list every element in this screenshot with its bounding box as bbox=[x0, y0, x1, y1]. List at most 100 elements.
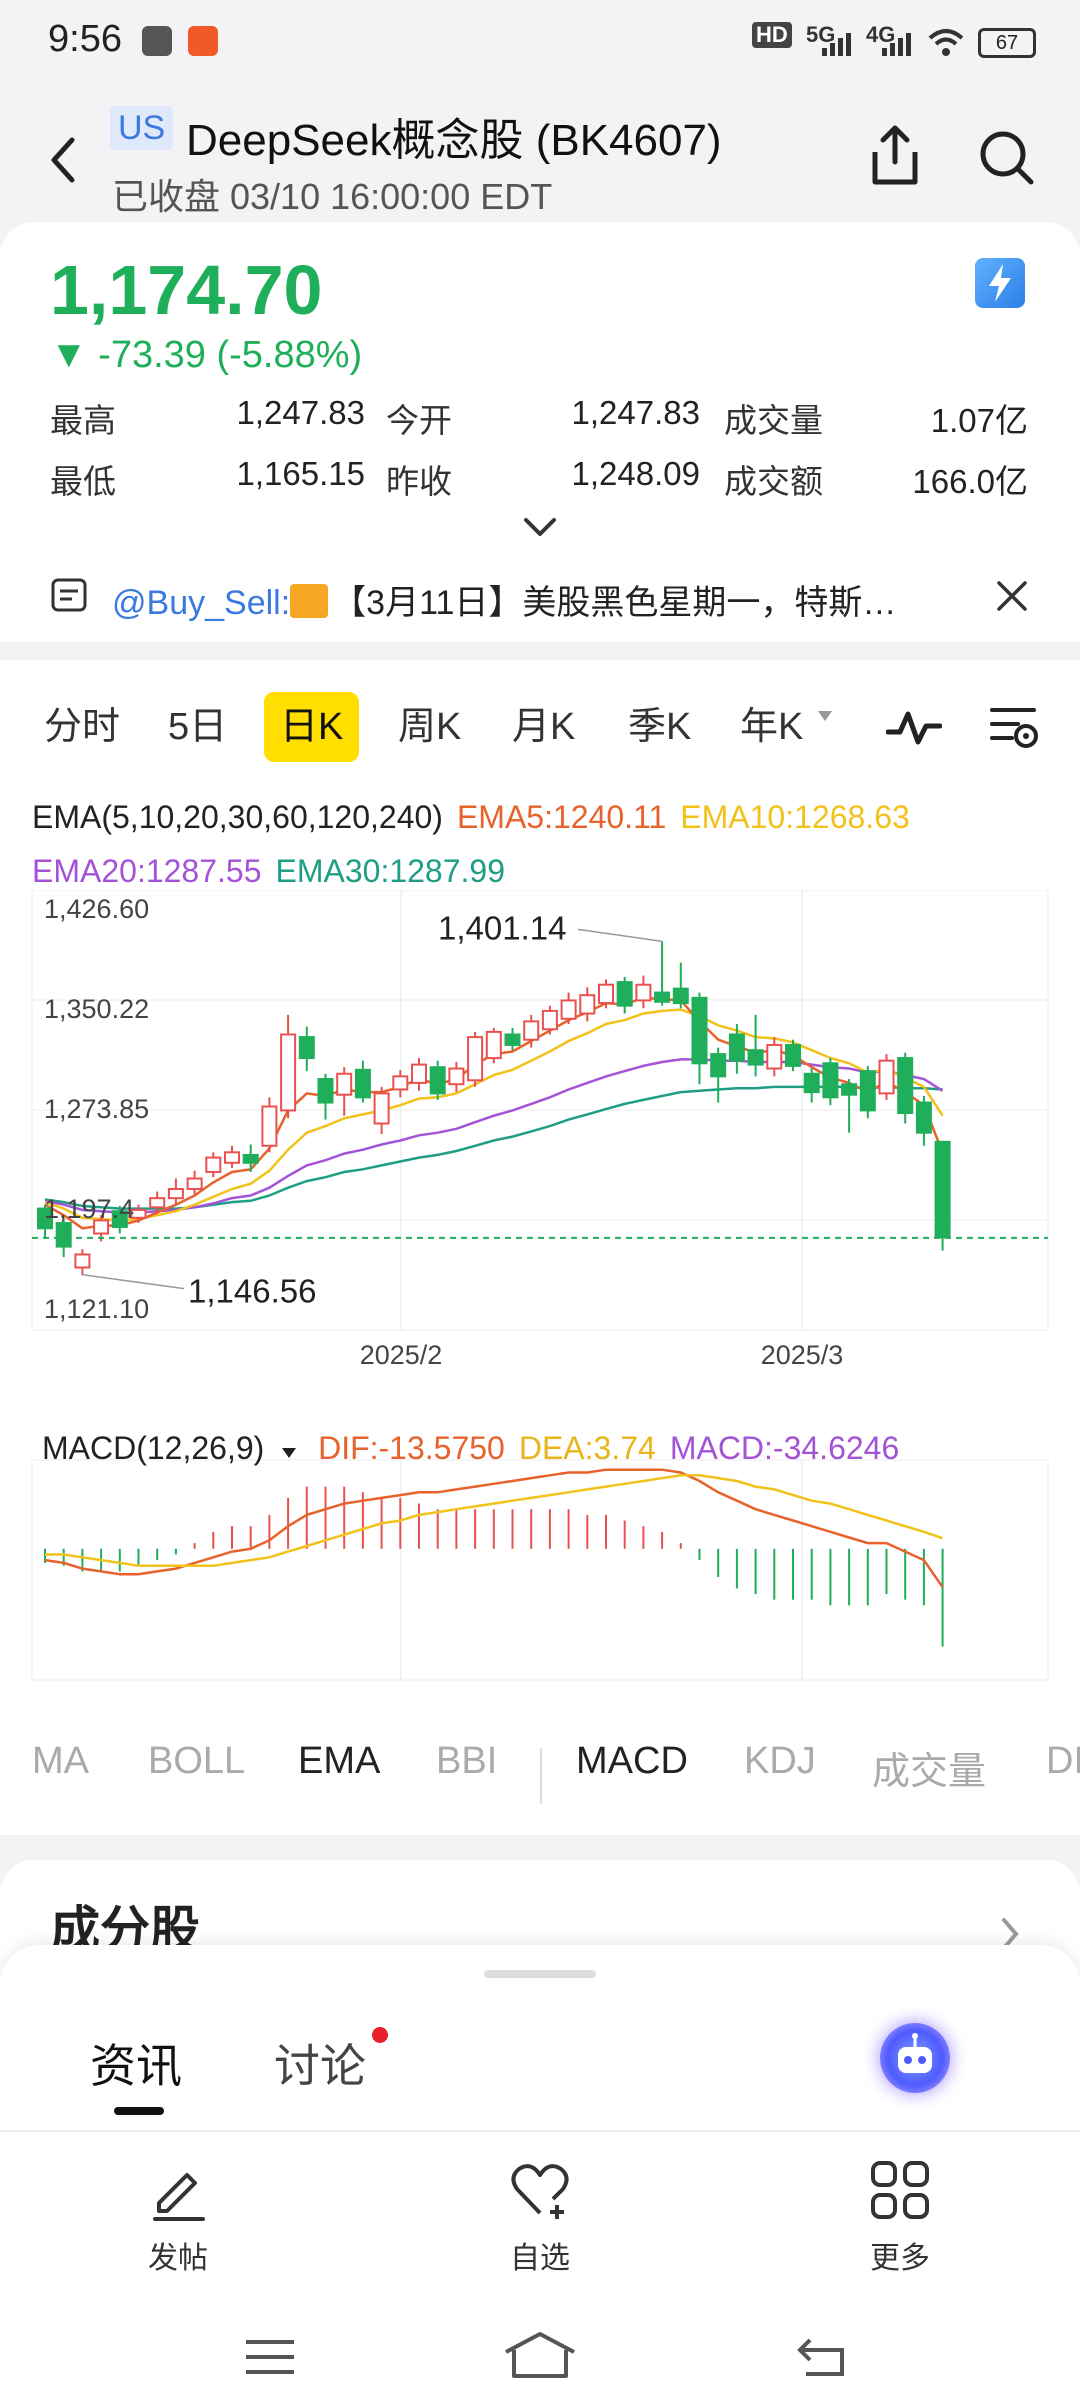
high-pointer bbox=[577, 928, 663, 943]
more-button[interactable]: 更多 bbox=[830, 2157, 970, 2277]
candle bbox=[616, 981, 633, 1007]
page-title: DeepSeek概念股 (BK4607) bbox=[186, 116, 722, 165]
y-tick-label: 1,273.85 bbox=[44, 1094, 149, 1124]
candle bbox=[654, 991, 671, 1003]
post-button[interactable]: 发帖 bbox=[108, 2157, 248, 2277]
ema20-value: EMA20:1287.55 bbox=[32, 853, 262, 889]
stat-value: 1,247.83 bbox=[571, 394, 700, 431]
candle bbox=[803, 1072, 820, 1094]
stat-label: 最低 bbox=[50, 463, 116, 500]
macd-chart bbox=[44, 1468, 944, 1647]
tab-di[interactable]: DI bbox=[1046, 1740, 1080, 1782]
share-button[interactable] bbox=[865, 122, 925, 188]
tab-ema[interactable]: EMA bbox=[298, 1740, 381, 1782]
candle bbox=[785, 1043, 801, 1067]
candle bbox=[467, 1036, 484, 1082]
candle bbox=[224, 1151, 240, 1164]
close-icon[interactable] bbox=[993, 577, 1031, 615]
macd-value: MACD:-34.6246 bbox=[669, 1430, 900, 1466]
candle bbox=[130, 1208, 147, 1219]
candle bbox=[897, 1057, 914, 1115]
quote-card: 1,174.70 ▼ -73.39 (-5.88%) 最高 1,247.83 今… bbox=[0, 222, 1080, 642]
notification-dot bbox=[372, 2027, 388, 2043]
news-headline[interactable]: @Buy_Sell: 【3月11日】美股黑色星期一，特斯… bbox=[112, 575, 932, 624]
flash-icon[interactable] bbox=[975, 258, 1025, 308]
tab-bbi[interactable]: BBI bbox=[436, 1740, 498, 1782]
news-ticker[interactable]: @Buy_Sell: 【3月11日】美股黑色星期一，特斯… bbox=[0, 557, 1080, 642]
indicator-tabs: MA BOLL EMA BBI MACD KDJ 成交量 DI bbox=[0, 1730, 1080, 1810]
chart-settings-icon[interactable] bbox=[988, 702, 1042, 756]
chart-grid bbox=[31, 890, 1049, 1681]
stat-value: 1.07亿 bbox=[930, 402, 1028, 439]
tab-5day[interactable]: 5日 bbox=[168, 706, 228, 748]
battery-icon: 67 bbox=[978, 28, 1036, 58]
candle bbox=[915, 1101, 932, 1134]
candle bbox=[859, 1070, 876, 1112]
ema30-value: EMA30:1287.99 bbox=[275, 853, 506, 889]
x-tick-label: 2025/2 bbox=[360, 1340, 443, 1370]
dea-line bbox=[45, 1474, 944, 1568]
tab-news[interactable]: 资讯 bbox=[90, 2040, 182, 2092]
drag-handle[interactable] bbox=[484, 1970, 596, 1978]
stat-label: 成交量 bbox=[724, 402, 823, 439]
tab-daily[interactable]: 日K bbox=[264, 692, 360, 762]
candle bbox=[841, 1083, 858, 1096]
candle bbox=[392, 1075, 409, 1091]
chart-card: 分时 5日 日K 周K 月K 季K 年K EMA(5,10,20,30,60,1… bbox=[0, 660, 1080, 1835]
stat-value: 1,247.83 bbox=[236, 394, 365, 431]
ai-assistant-icon[interactable] bbox=[880, 2023, 950, 2093]
back-button[interactable] bbox=[40, 130, 90, 190]
indicator-line-icon[interactable] bbox=[885, 704, 943, 754]
tab-yearly[interactable]: 年K bbox=[740, 706, 804, 748]
more-label: 更多 bbox=[870, 2242, 930, 2275]
stat-value: 166.0亿 bbox=[912, 463, 1028, 500]
status-bar: 9:56 HD 5G 4G 67 bbox=[0, 0, 1080, 90]
chevron-down-icon[interactable] bbox=[520, 512, 560, 542]
home-icon[interactable] bbox=[502, 2330, 578, 2384]
news-user[interactable]: @Buy_Sell: bbox=[112, 584, 291, 622]
candle bbox=[691, 996, 708, 1065]
gift-icon bbox=[290, 584, 329, 618]
stat-label: 成交额 bbox=[724, 463, 823, 500]
chart-labels: 1,426.60 1,350.22 1,273.85 1,197.4 1,121.10 2… bbox=[32, 894, 1048, 1370]
market-tag: US bbox=[110, 106, 174, 150]
search-button[interactable] bbox=[975, 126, 1037, 188]
tab-intraday[interactable]: 分时 bbox=[44, 706, 121, 748]
candle bbox=[710, 1053, 727, 1078]
candle bbox=[635, 983, 652, 1002]
candle bbox=[317, 1077, 334, 1104]
signal-icon bbox=[880, 30, 916, 62]
tab-monthly[interactable]: 月K bbox=[512, 706, 576, 748]
active-tab-indicator bbox=[114, 2107, 164, 2115]
candle bbox=[766, 1043, 783, 1070]
candle bbox=[728, 1033, 745, 1062]
macd-legend: MACD(12,26,9) DIF:-13.5750 DEA:3.74 MACD:-… bbox=[42, 1430, 899, 1467]
watchlist-button[interactable]: 自选 bbox=[470, 2157, 610, 2277]
candle bbox=[205, 1156, 222, 1173]
candles bbox=[37, 941, 951, 1276]
tab-weekly[interactable]: 周K bbox=[398, 706, 462, 748]
tab-quarterly[interactable]: 季K bbox=[628, 706, 692, 748]
candle bbox=[55, 1222, 72, 1248]
candle bbox=[523, 1020, 540, 1041]
stat-label: 今开 bbox=[386, 402, 452, 439]
macd-label[interactable]: MACD(12,26,9) bbox=[42, 1430, 265, 1466]
y-tick-label: 1,121.10 bbox=[44, 1294, 149, 1324]
back-nav-icon[interactable] bbox=[796, 2334, 850, 2384]
bottom-sheet: 资讯 讨论 发帖 自选 更多 bbox=[0, 1945, 1080, 2408]
tab-macd[interactable]: MACD bbox=[576, 1740, 688, 1782]
kline-chart[interactable]: 1,426.60 1,350.22 1,273.85 1,197.4 1,121.10 2… bbox=[0, 890, 1080, 1730]
news-text: 【3月11日】美股黑色星期一，特斯… bbox=[332, 584, 897, 622]
edit-icon bbox=[153, 2173, 205, 2221]
tab-discussion[interactable]: 讨论 bbox=[274, 2040, 366, 2092]
tab-volume[interactable]: 成交量 bbox=[872, 1751, 987, 1793]
caret-down-icon[interactable] bbox=[281, 1430, 297, 1467]
tab-kdj[interactable]: KDJ bbox=[744, 1740, 816, 1782]
chevron-right-icon[interactable] bbox=[998, 1914, 1022, 1958]
macd-frame bbox=[31, 1459, 1049, 1681]
candle bbox=[37, 1207, 53, 1230]
tab-ma[interactable]: MA bbox=[32, 1740, 89, 1782]
tab-boll[interactable]: BOLL bbox=[148, 1740, 246, 1782]
header: US DeepSeek概念股 (BK4607) 已收盘 03/10 16:00:… bbox=[0, 90, 1080, 220]
menu-icon[interactable] bbox=[242, 2336, 298, 2382]
